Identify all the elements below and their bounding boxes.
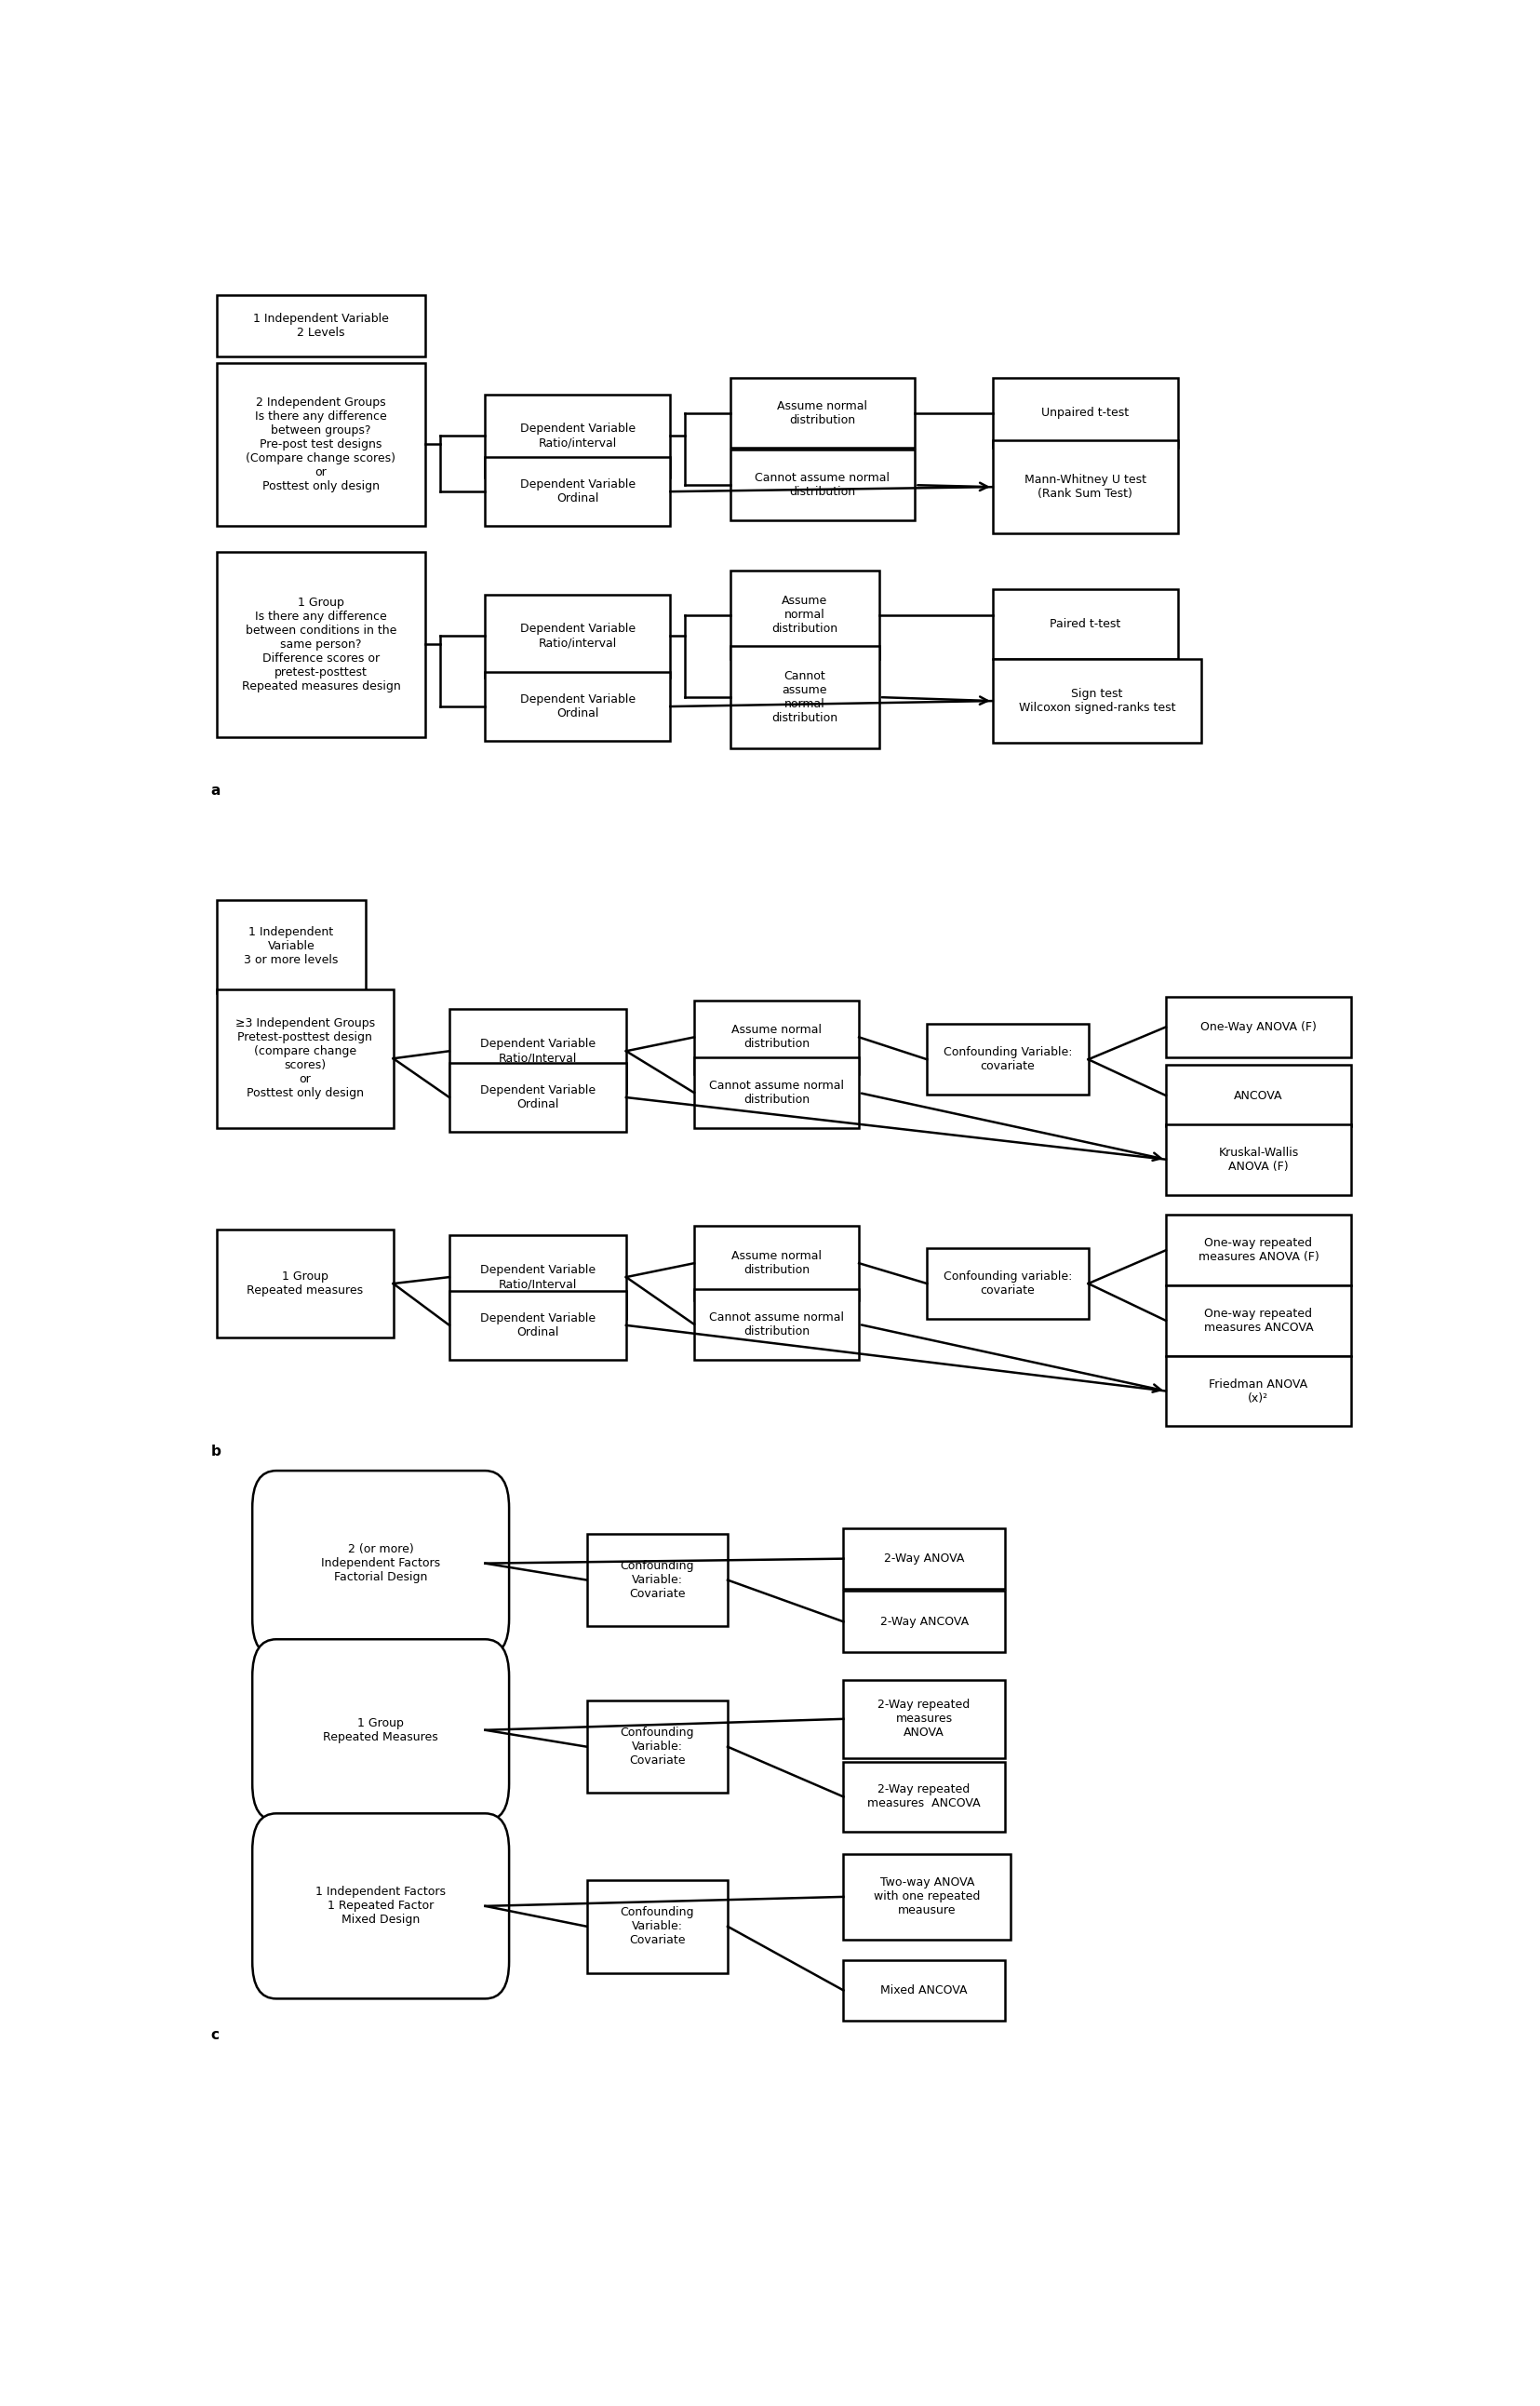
FancyBboxPatch shape (485, 457, 670, 527)
FancyBboxPatch shape (992, 440, 1177, 534)
FancyBboxPatch shape (253, 1470, 508, 1655)
Text: One-Way ANOVA (F): One-Way ANOVA (F) (1200, 1020, 1315, 1032)
Text: Confounding Variable:
covariate: Confounding Variable: covariate (942, 1047, 1072, 1073)
Text: Dependent Variable
Ratio/Interval: Dependent Variable Ratio/Interval (479, 1037, 594, 1063)
FancyBboxPatch shape (1166, 996, 1351, 1059)
FancyBboxPatch shape (730, 378, 915, 448)
FancyBboxPatch shape (485, 671, 670, 741)
Text: Cannot assume normal
distribution: Cannot assume normal distribution (755, 472, 890, 498)
Text: Mann-Whitney U test
(Rank Sum Test): Mann-Whitney U test (Rank Sum Test) (1024, 474, 1146, 500)
Text: Dependent Variable
Ordinal: Dependent Variable Ordinal (519, 479, 634, 505)
Text: ≥3 Independent Groups
Pretest-posttest design
(compare change
scores)
or
Posttes: ≥3 Independent Groups Pretest-posttest d… (236, 1018, 374, 1100)
Text: Dependent Variable
Ordinal: Dependent Variable Ordinal (479, 1085, 594, 1112)
Text: Sign test
Wilcoxon signed-ranks test: Sign test Wilcoxon signed-ranks test (1018, 688, 1175, 715)
Text: 2-Way repeated
measures
ANOVA: 2-Way repeated measures ANOVA (878, 1699, 970, 1740)
Text: One-way repeated
measures ANCOVA: One-way repeated measures ANCOVA (1203, 1306, 1312, 1333)
Text: 1 Independent Variable
2 Levels: 1 Independent Variable 2 Levels (253, 313, 388, 339)
FancyBboxPatch shape (450, 1234, 625, 1318)
Text: a: a (211, 784, 220, 796)
Text: Unpaired t-test: Unpaired t-test (1041, 407, 1129, 419)
Text: Two-way ANOVA
with one repeated
meausure: Two-way ANOVA with one repeated meausure (873, 1877, 979, 1918)
Text: b: b (211, 1444, 220, 1458)
Text: Dependent Variable
Ratio/interval: Dependent Variable Ratio/interval (519, 623, 634, 650)
Text: One-way repeated
measures ANOVA (F): One-way repeated measures ANOVA (F) (1198, 1237, 1318, 1263)
FancyBboxPatch shape (992, 659, 1201, 743)
FancyBboxPatch shape (216, 900, 365, 994)
FancyBboxPatch shape (842, 1590, 1004, 1653)
Text: 1 Group
Is there any difference
between conditions in the
same person?
Differenc: 1 Group Is there any difference between … (242, 597, 400, 693)
Text: Confounding
Variable:
Covariate: Confounding Variable: Covariate (619, 1559, 693, 1600)
Text: 2-Way ANCOVA: 2-Way ANCOVA (879, 1617, 967, 1629)
Text: Confounding
Variable:
Covariate: Confounding Variable: Covariate (619, 1906, 693, 1946)
FancyBboxPatch shape (693, 1059, 858, 1128)
Text: Dependent Variable
Ordinal: Dependent Variable Ordinal (519, 693, 634, 719)
FancyBboxPatch shape (216, 296, 425, 356)
FancyBboxPatch shape (1166, 1124, 1351, 1196)
FancyBboxPatch shape (587, 1879, 727, 1973)
Text: Assume
normal
distribution: Assume normal distribution (772, 594, 838, 635)
FancyBboxPatch shape (450, 1292, 625, 1359)
FancyBboxPatch shape (216, 551, 425, 736)
Text: Mixed ANCOVA: Mixed ANCOVA (879, 1985, 967, 1997)
FancyBboxPatch shape (216, 363, 425, 527)
Text: Paired t-test: Paired t-test (1049, 618, 1120, 630)
FancyBboxPatch shape (485, 594, 670, 678)
FancyBboxPatch shape (1166, 1066, 1351, 1126)
FancyBboxPatch shape (730, 647, 879, 748)
FancyBboxPatch shape (693, 1227, 858, 1299)
FancyBboxPatch shape (216, 989, 393, 1128)
FancyBboxPatch shape (992, 589, 1177, 659)
Text: Cannot assume normal
distribution: Cannot assume normal distribution (708, 1311, 844, 1338)
FancyBboxPatch shape (842, 1961, 1004, 2021)
Text: Confounding
Variable:
Covariate: Confounding Variable: Covariate (619, 1728, 693, 1766)
Text: 1 Group
Repeated Measures: 1 Group Repeated Measures (323, 1718, 437, 1742)
FancyBboxPatch shape (730, 450, 915, 520)
FancyBboxPatch shape (842, 1679, 1004, 1759)
Text: Friedman ANOVA
(x)²: Friedman ANOVA (x)² (1209, 1379, 1307, 1405)
Text: c: c (211, 2028, 219, 2043)
Text: Assume normal
distribution: Assume normal distribution (732, 1251, 821, 1275)
Text: ANCOVA: ANCOVA (1234, 1090, 1283, 1102)
FancyBboxPatch shape (1166, 1285, 1351, 1357)
FancyBboxPatch shape (693, 1001, 858, 1073)
FancyBboxPatch shape (730, 570, 879, 659)
FancyBboxPatch shape (587, 1533, 727, 1626)
FancyBboxPatch shape (927, 1025, 1087, 1095)
FancyBboxPatch shape (1166, 1215, 1351, 1285)
FancyBboxPatch shape (253, 1638, 508, 1821)
FancyBboxPatch shape (216, 1229, 393, 1338)
FancyBboxPatch shape (587, 1701, 727, 1792)
Text: 2-Way ANOVA: 2-Way ANOVA (884, 1552, 964, 1564)
FancyBboxPatch shape (842, 1528, 1004, 1590)
FancyBboxPatch shape (842, 1855, 1010, 1939)
Text: 2 (or more)
Independent Factors
Factorial Design: 2 (or more) Independent Factors Factoria… (320, 1542, 440, 1583)
FancyBboxPatch shape (450, 1011, 625, 1092)
FancyBboxPatch shape (1166, 1357, 1351, 1427)
Text: Cannot
assume
normal
distribution: Cannot assume normal distribution (772, 671, 838, 724)
Text: Dependent Variable
Ratio/interval: Dependent Variable Ratio/interval (519, 423, 634, 450)
FancyBboxPatch shape (992, 378, 1177, 448)
Text: Assume normal
distribution: Assume normal distribution (732, 1025, 821, 1049)
FancyBboxPatch shape (253, 1814, 508, 1999)
Text: Cannot assume normal
distribution: Cannot assume normal distribution (708, 1080, 844, 1107)
Text: 1 Independent
Variable
3 or more levels: 1 Independent Variable 3 or more levels (243, 926, 339, 967)
FancyBboxPatch shape (693, 1290, 858, 1359)
Text: Dependent Variable
Ratio/Interval: Dependent Variable Ratio/Interval (479, 1263, 594, 1290)
FancyBboxPatch shape (450, 1063, 625, 1131)
Text: 2-Way repeated
measures  ANCOVA: 2-Way repeated measures ANCOVA (867, 1783, 979, 1809)
Text: 1 Group
Repeated measures: 1 Group Repeated measures (246, 1270, 363, 1297)
Text: 2 Independent Groups
Is there any difference
between groups?
Pre-post test desig: 2 Independent Groups Is there any differ… (246, 397, 396, 493)
FancyBboxPatch shape (927, 1249, 1087, 1318)
Text: Assume normal
distribution: Assume normal distribution (778, 399, 867, 426)
FancyBboxPatch shape (485, 395, 670, 479)
Text: Dependent Variable
Ordinal: Dependent Variable Ordinal (479, 1311, 594, 1338)
Text: Kruskal-Wallis
ANOVA (F): Kruskal-Wallis ANOVA (F) (1218, 1145, 1298, 1172)
Text: Confounding variable:
covariate: Confounding variable: covariate (942, 1270, 1072, 1297)
FancyBboxPatch shape (842, 1761, 1004, 1831)
Text: 1 Independent Factors
1 Repeated Factor
Mixed Design: 1 Independent Factors 1 Repeated Factor … (316, 1886, 445, 1927)
